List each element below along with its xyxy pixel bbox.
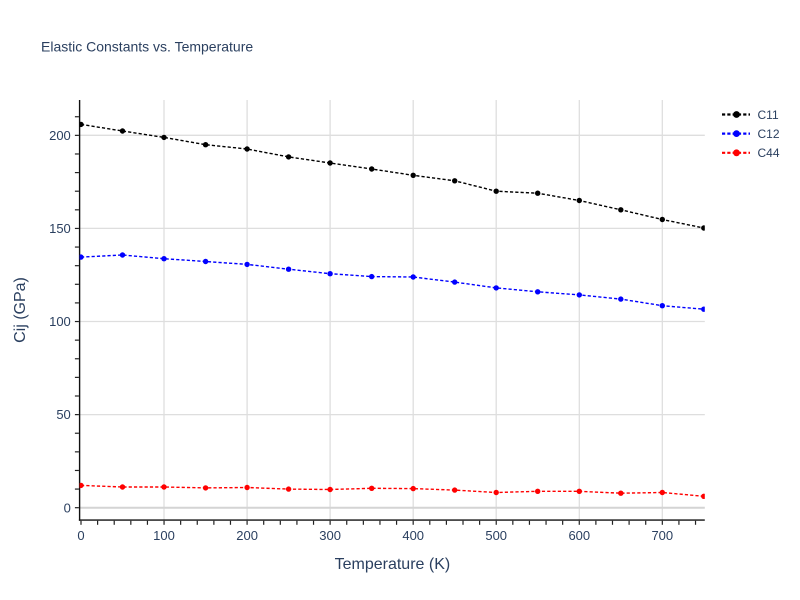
svg-text:500: 500 (485, 528, 507, 543)
svg-text:50: 50 (56, 407, 70, 422)
svg-text:C44: C44 (758, 146, 780, 160)
svg-text:600: 600 (568, 528, 590, 543)
svg-text:C11: C11 (758, 108, 779, 122)
svg-text:0: 0 (64, 500, 71, 515)
svg-text:700: 700 (651, 528, 673, 543)
svg-text:Elastic Constants vs. Temperat: Elastic Constants vs. Temperature (41, 39, 253, 55)
svg-text:100: 100 (153, 528, 175, 543)
svg-text:Cij (GPa): Cij (GPa) (12, 277, 29, 343)
svg-text:C12: C12 (758, 127, 780, 141)
svg-text:150: 150 (49, 221, 71, 236)
svg-text:300: 300 (319, 528, 341, 543)
svg-text:0: 0 (77, 528, 84, 543)
svg-text:200: 200 (49, 128, 71, 143)
svg-text:200: 200 (236, 528, 258, 543)
svg-text:100: 100 (49, 314, 71, 329)
svg-text:Temperature (K): Temperature (K) (335, 556, 451, 573)
svg-text:400: 400 (402, 528, 424, 543)
